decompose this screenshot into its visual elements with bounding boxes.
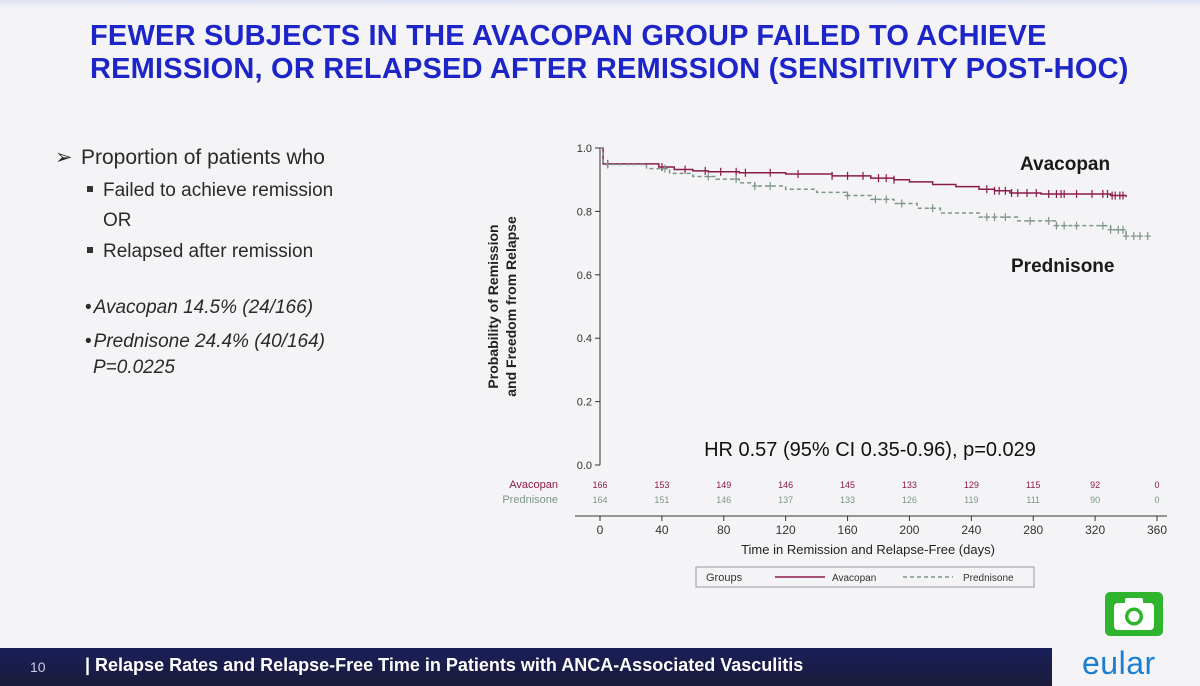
risk-table-count: 0 [1154,480,1159,490]
camera-glyph [1114,598,1154,630]
risk-table-count: 164 [592,495,607,505]
legend-title: Groups [706,572,743,584]
risk-table-count: 146 [716,495,731,505]
y-tick-label: 1.0 [577,143,592,155]
y-tick-label: 0.0 [577,460,592,472]
main-bullet-text: Proportion of patients who [81,146,325,169]
x-tick-label: 280 [1023,523,1043,537]
risk-table-count: 137 [778,495,793,505]
slide-title-line-1: FEWER SUBJECTS IN THE AVACOPAN GROUP FAI… [90,20,1047,52]
square-bullet-icon [87,185,93,192]
y-axis-label-line-2: and Freedom from Relapse [503,216,519,397]
slide-title-line-2: REMISSION, OR RELAPSED AFTER REMISSION (… [90,53,1129,85]
sub-bullet-failed: Failed to achieve remission [87,180,333,202]
x-tick-label: 160 [838,523,858,537]
risk-table-count: 111 [1026,495,1040,505]
page-number: 10 [30,659,46,675]
stat-avacopan: • Avacopan 14.5% (24/166) [85,297,313,319]
x-tick-label: 320 [1085,523,1105,537]
square-bullet-icon [87,246,93,253]
x-tick-label: 0 [597,523,604,537]
risk-table-count: 129 [964,480,979,490]
risk-table-count: 126 [902,495,917,505]
p-value: P=0.0225 [93,357,175,378]
stat-prednisone-text: Prednisone 24.4% (40/164) [93,331,325,352]
dot-bullet-icon: • [85,297,92,318]
x-axis-label: Time in Remission and Relapse-Free (days… [741,542,995,557]
y-tick-label: 0.4 [577,333,592,345]
dot-bullet-icon: • [85,331,92,352]
y-axis-label-line-1: Probability of Remission [485,224,501,388]
x-tick-label: 80 [717,523,731,537]
y-tick-label: 0.2 [577,397,592,409]
arrow-bullet-icon: ➢ [55,146,73,169]
hr-annotation: HR 0.57 (95% CI 0.35-0.96), p=0.029 [704,439,1036,461]
risk-table-count: 90 [1090,495,1100,505]
risk-table-count: 133 [840,495,855,505]
risk-table-count: 151 [654,495,669,505]
risk-table-count: 115 [1026,480,1040,490]
stat-prednisone: • Prednisone 24.4% (40/164) [85,331,325,353]
legend-box [695,566,1035,588]
legend-label-avacopan: Avacopan [832,573,876,584]
km-chart: 0.0 0.2 0.4 0.6 0.8 1.0 Probability of Remissi… [485,143,1167,588]
risk-table-count: 145 [840,480,855,490]
series-label-prednisone: Prednisone [1011,256,1114,277]
legend-label-prednisone: Prednisone [963,573,1014,584]
eular-logo: eular [1082,645,1156,681]
risk-table-count: 0 [1154,495,1159,505]
x-tick-label: 360 [1147,523,1167,537]
risk-table-count: 92 [1090,480,1100,490]
risk-table-count: 146 [778,480,793,490]
risk-table-row-label: Prednisone [502,494,558,506]
risk-table-count: 166 [592,480,607,490]
risk-table-count: 133 [902,480,917,490]
or-text: OR [103,210,132,231]
x-tick-label: 40 [655,523,669,537]
series-label-avacopan: Avacopan [1020,154,1110,175]
stat-avacopan-text: Avacopan 14.5% (24/166) [93,297,314,318]
sub-bullet-relapsed: Relapsed after remission [87,241,313,263]
sub-bullet-failed-text: Failed to achieve remission [103,180,334,201]
risk-table-row-label: Avacopan [509,479,558,491]
footer-title: | Relapse Rates and Relapse-Free Time in… [85,655,804,675]
y-tick-label: 0.8 [577,206,592,218]
y-tick-label: 0.6 [577,270,592,282]
x-tick-label: 200 [899,523,919,537]
risk-table-count: 119 [964,495,978,505]
sub-bullet-relapsed-text: Relapsed after remission [103,241,314,262]
risk-table-count: 149 [716,480,731,490]
camera-icon[interactable] [1105,592,1163,636]
top-strip [0,0,1200,8]
risk-table-count: 153 [654,480,669,490]
x-tick-label: 240 [961,523,981,537]
slide-title: FEWER SUBJECTS IN THE AVACOPAN GROUP FAI… [90,20,1180,86]
footer-bar [0,648,1200,686]
x-tick-label: 120 [776,523,796,537]
footer-logo-area [1052,648,1200,686]
main-bullet: ➢ Proportion of patients who [55,145,325,170]
